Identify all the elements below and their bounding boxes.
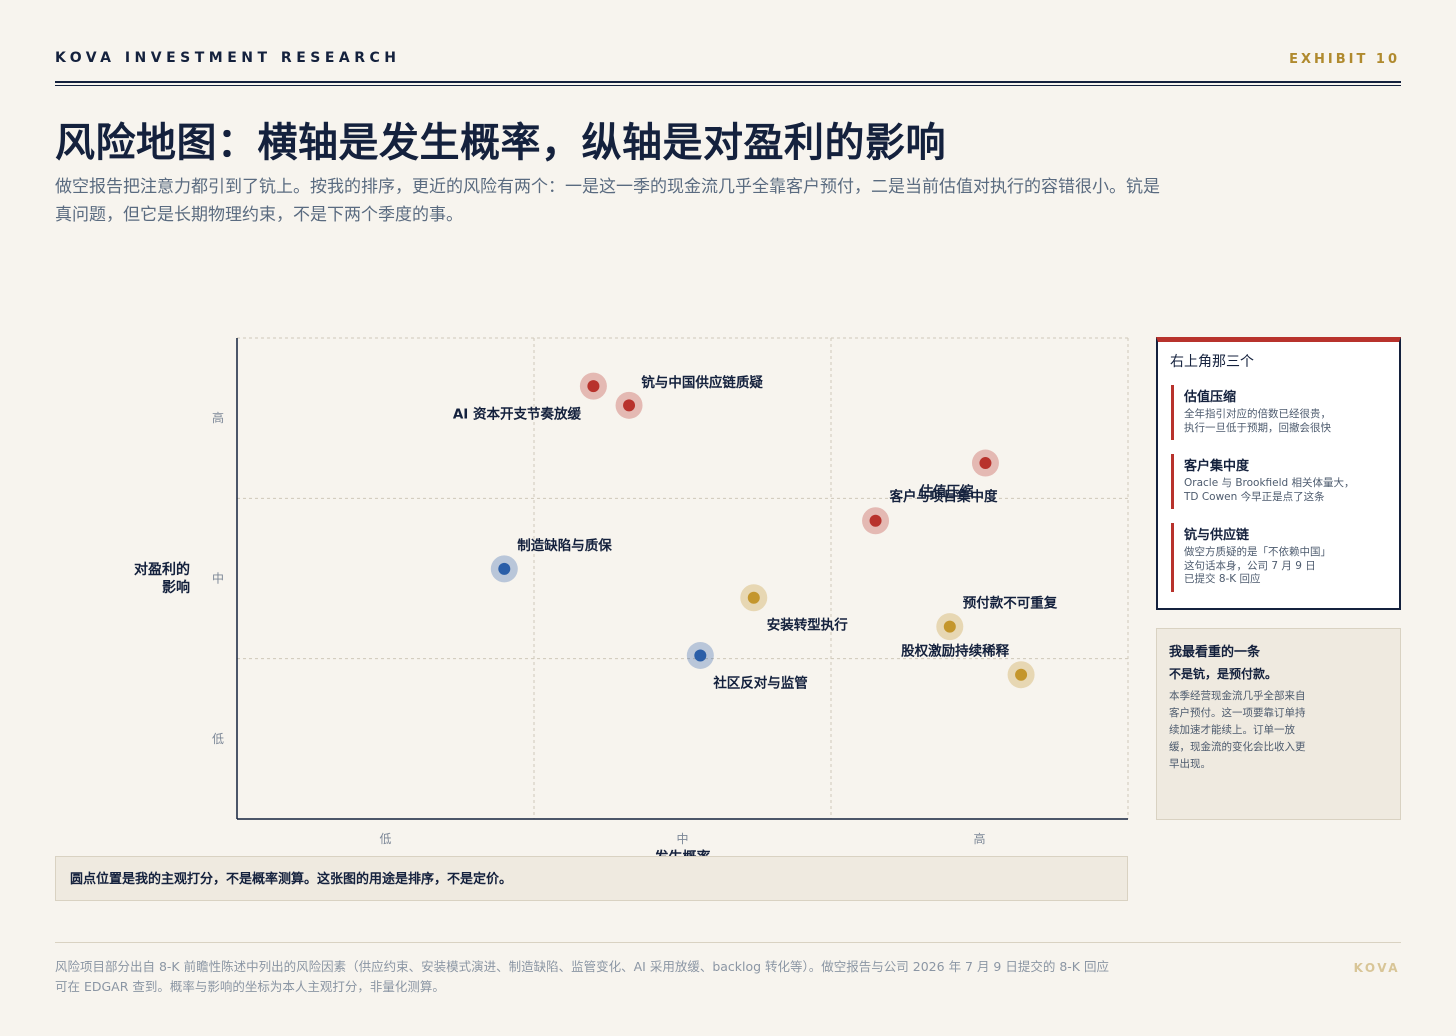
risk-description-line: 已提交 8-K 回应	[1184, 573, 1387, 587]
y-axis-title-line: 对盈利的	[134, 561, 190, 578]
y-tick-label: 高	[212, 410, 224, 425]
risk-description: 做空方质疑的是「不依赖中国」 这句话本身，公司 7 月 9 日已提交 8-K 回应	[1184, 546, 1387, 587]
risk-name: 钪与供应链	[1184, 524, 1387, 543]
y-tick-label: 低	[212, 732, 224, 746]
risk-point-label: 钪与中国供应链质疑	[641, 374, 763, 391]
chart-grid	[237, 338, 1128, 819]
y-tick-label: 中	[212, 571, 224, 586]
x-tick-label: 高	[973, 831, 985, 846]
risk-point	[1015, 669, 1027, 681]
risk-list: 估值压缩全年指引对应的倍数已经很贵， 执行一旦低于预期，回撤会很快客户集中度 Ora…	[1170, 385, 1387, 592]
focus-body: 本季经营现金流几乎全部来自客户预付。这一项要靠订单持续加速才能续上。订单一放缓，…	[1169, 688, 1309, 773]
risk-point-label: 股权激励持续稀释	[901, 643, 1009, 660]
footnote: 风险项目部分出自 8-K 前瞻性陈述中列出的风险因素（供应约束、安装模式演进、制…	[55, 957, 1115, 997]
risk-point	[748, 592, 760, 604]
risk-description-line: 执行一旦低于预期，回撤会很快	[1184, 422, 1387, 436]
focus-title: 我最看重的一条	[1169, 641, 1388, 660]
risk-point-label: 安装转型执行	[767, 617, 848, 634]
x-tick-label: 低	[379, 832, 391, 846]
risk-point	[694, 649, 706, 661]
risk-description-line: 做空方质疑的是「不依赖中国」	[1184, 546, 1387, 560]
risk-point-label: AI 资本开支节奏放缓	[453, 405, 582, 422]
footer-rule	[55, 942, 1401, 943]
y-axis-title: 对盈利的影响	[134, 561, 190, 596]
risk-name: 估值压缩	[1184, 386, 1387, 405]
risk-point	[944, 621, 956, 633]
risk-point	[623, 399, 635, 411]
risk-point	[870, 515, 882, 527]
risk-point-label: 客户与项目集中度	[889, 488, 998, 505]
panel-title: 右上角那三个	[1170, 351, 1387, 371]
risk-item: 估值压缩全年指引对应的倍数已经很贵， 执行一旦低于预期，回撤会很快	[1171, 385, 1387, 440]
risk-point-label: 制造缺陷与质保	[517, 537, 612, 554]
risk-description: Oracle 与 Brookfield 相关体量大， TD Cowen 今早正是点…	[1184, 477, 1387, 504]
risk-description-line: TD Cowen 今早正是点了这条	[1184, 491, 1387, 505]
focus-emphasis: 不是钪，是预付款。	[1169, 665, 1388, 682]
risk-point-label: 预付款不可重复	[963, 595, 1058, 612]
risk-item: 客户集中度 Oracle 与 Brookfield 相关体量大， TD Cowen …	[1171, 454, 1387, 509]
risk-point	[587, 380, 599, 392]
risk-point-label: 社区反对与监管	[712, 674, 808, 691]
risk-point	[979, 457, 991, 469]
focus-panel: 我最看重的一条 不是钪，是预付款。 本季经营现金流几乎全部来自客户预付。这一项要…	[1156, 628, 1401, 820]
risk-description-line: Oracle 与 Brookfield 相关体量大，	[1184, 477, 1387, 491]
risk-name: 客户集中度	[1184, 455, 1387, 474]
footer-brand: KOVA	[1354, 961, 1400, 975]
risk-item: 钪与供应链做空方质疑的是「不依赖中国」 这句话本身，公司 7 月 9 日已提交 8…	[1171, 523, 1387, 592]
risk-point	[498, 563, 510, 575]
chart-note: 圆点位置是我的主观打分，不是概率测算。这张图的用途是排序，不是定价。	[55, 856, 1128, 901]
risk-description-line: 全年指引对应的倍数已经很贵，	[1184, 408, 1387, 422]
risk-description: 全年指引对应的倍数已经很贵， 执行一旦低于预期，回撤会很快	[1184, 408, 1387, 435]
x-tick-label: 中	[676, 831, 688, 846]
y-axis-title-line: 影响	[162, 579, 190, 596]
risk-description-line: 这句话本身，公司 7 月 9 日	[1184, 560, 1387, 574]
top-right-risks-panel: 右上角那三个 估值压缩全年指引对应的倍数已经很贵， 执行一旦低于预期，回撤会很快客…	[1156, 337, 1401, 610]
